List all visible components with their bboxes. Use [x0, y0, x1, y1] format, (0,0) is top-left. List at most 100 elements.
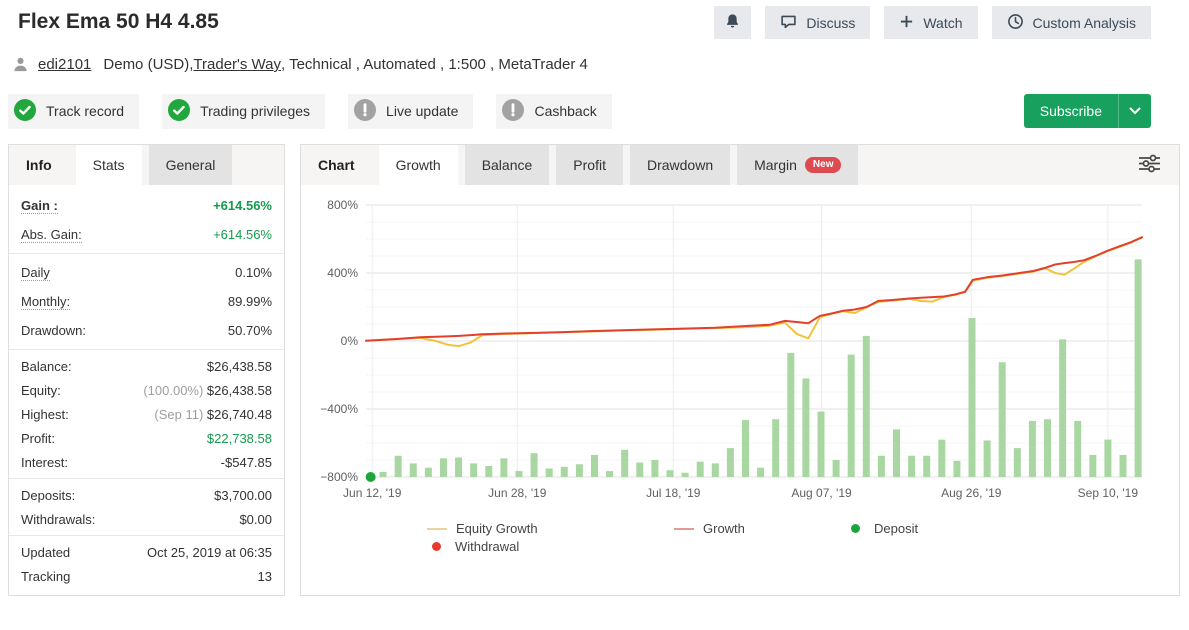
badge-track-record: Track record — [8, 93, 140, 129]
x-axis-tick-label: Aug 26, '19 — [941, 486, 1002, 500]
activity-bar — [545, 468, 553, 477]
clock-icon — [1007, 13, 1024, 33]
series-growth — [365, 236, 1143, 342]
activity-bar — [953, 460, 961, 477]
sliders-icon — [1138, 154, 1161, 176]
activity-bar — [726, 448, 734, 477]
stat-row-drawdown: Drawdown: 50.70% — [21, 316, 272, 345]
bell-icon — [724, 13, 741, 33]
watch-label: Watch — [923, 14, 963, 31]
tab-chart-panel-balance[interactable]: Balance — [464, 145, 550, 185]
stats-list: Gain : +614.56% Abs. Gain: +614.56% Daily 0.1… — [9, 185, 284, 592]
discuss-button[interactable]: Discuss — [765, 6, 871, 39]
page-title: Flex Ema 50 H4 4.85 — [18, 10, 219, 33]
series-equity-growth — [365, 236, 1143, 348]
activity-bar — [1119, 454, 1127, 477]
activity-bar — [696, 461, 704, 477]
exclamation-circle-icon — [502, 98, 525, 124]
stat-group: Balance: $26,438.58 Equity: (100.00%) $26,4… — [9, 349, 284, 478]
broker-link[interactable]: Trader's Way — [193, 56, 282, 73]
stat-row-tracking: Tracking 13 — [21, 564, 272, 588]
activity-bar — [983, 440, 991, 477]
activity-bar — [802, 378, 810, 477]
subscribe-dropdown-button[interactable] — [1118, 94, 1151, 128]
stat-label: Drawdown: — [21, 323, 87, 338]
watch-button[interactable]: Watch — [884, 6, 978, 39]
activity-bar — [832, 460, 840, 477]
stat-value: 13 — [257, 568, 272, 584]
username-link[interactable]: edi2101 — [38, 56, 92, 73]
activity-bar — [590, 454, 598, 477]
tab-label: Chart — [318, 157, 355, 173]
activity-bar — [485, 465, 493, 477]
top-bar: Flex Ema 50 H4 4.85 Discuss Watch — [0, 0, 1189, 39]
stat-value: (100.00%) $26,438.58 — [143, 382, 272, 398]
stats-panel-tabs: Info Stats General — [9, 145, 284, 185]
activity-bar — [817, 411, 825, 477]
user-avatar-icon — [12, 56, 29, 73]
notifications-button[interactable] — [714, 6, 752, 39]
activity-bar — [409, 463, 417, 477]
tab-chart-panel-profit[interactable]: Profit — [556, 145, 623, 185]
legend-dot-swatch — [851, 524, 860, 533]
marker-deposit — [365, 472, 376, 482]
activity-bar — [1104, 439, 1112, 477]
tab-chart-panel-chart[interactable]: Chart — [301, 145, 372, 185]
tab-stats-panel-general[interactable]: General — [148, 145, 233, 185]
tab-chart-panel-growth[interactable]: Growth — [378, 145, 458, 185]
x-axis-tick-label: Jun 12, '19 — [343, 486, 402, 500]
stat-label: Highest: — [21, 406, 69, 422]
discuss-label: Discuss — [806, 14, 856, 31]
activity-bar — [530, 453, 538, 477]
badge-label: Cashback — [534, 103, 597, 119]
stat-value: Oct 25, 2019 at 06:35 — [146, 544, 272, 560]
growth-chart-svg[interactable]: 800% 400% 0% −400% −800% Jun 12, '19 Jun 28, '… — [304, 191, 1176, 515]
chart-settings-button[interactable] — [1138, 145, 1161, 185]
activity-bar — [938, 439, 946, 477]
stat-group: Daily 0.10% Monthly: 89.99% Drawdown: 50.70% — [9, 253, 284, 349]
stat-label: Interest: — [21, 454, 68, 470]
activity-bar — [711, 463, 719, 477]
activity-bar — [923, 455, 931, 477]
badge-label: Track record — [46, 103, 125, 119]
tab-label: Profit — [573, 157, 606, 173]
stat-row-monthly: Monthly: 89.99% — [21, 287, 272, 316]
activity-bar — [560, 466, 568, 477]
badges-container: Track record Trading privileges Live updat… — [8, 93, 635, 129]
activity-bar — [575, 464, 583, 477]
chat-icon — [780, 13, 797, 33]
tab-label: Info — [26, 157, 52, 173]
exclamation-circle-icon — [354, 98, 377, 124]
custom-analysis-button[interactable]: Custom Analysis — [991, 6, 1151, 39]
stat-value-note: (100.00%) — [143, 382, 207, 398]
growth-chart[interactable]: 800% 400% 0% −400% −800% Jun 12, '19 Jun 28, '… — [304, 191, 1179, 520]
badge-trading-privileges: Trading privileges — [162, 93, 326, 129]
stat-row-equity: Equity: (100.00%) $26,438.58 — [21, 378, 272, 402]
activity-bar — [455, 457, 463, 477]
activity-bar — [1074, 420, 1082, 477]
y-axis-tick-label: 0% — [341, 334, 359, 348]
stat-row-abs-gain: Abs. Gain: +614.56% — [21, 220, 272, 249]
stat-label: Equity: — [21, 382, 61, 398]
new-badge: New — [804, 157, 842, 173]
activity-bar — [1134, 259, 1142, 477]
chart-legend: Equity Growth Growth Deposit Withdrawal — [427, 520, 1179, 555]
legend-label: Deposit — [874, 521, 919, 536]
tab-chart-panel-drawdown[interactable]: Drawdown — [629, 145, 731, 185]
x-axis-tick-label: Sep 10, '19 — [1078, 486, 1139, 500]
activity-bar — [424, 467, 432, 477]
subscribe-button[interactable]: Subscribe — [1023, 94, 1118, 128]
tab-label: General — [165, 157, 216, 173]
stat-value: $0.00 — [239, 511, 272, 527]
tab-stats-panel-stats[interactable]: Stats — [75, 145, 142, 185]
x-axis-tick-label: Jul 18, '19 — [646, 486, 701, 500]
y-axis-tick-label: −400% — [320, 402, 358, 416]
stat-value: 50.70% — [227, 323, 272, 338]
x-axis-tick-label: Jun 28, '19 — [488, 486, 547, 500]
stat-value-note: (Sep 11) — [154, 406, 207, 422]
y-axis-tick-label: −800% — [320, 470, 358, 484]
tab-chart-panel-margin[interactable]: Margin New — [737, 145, 859, 185]
activity-bar — [651, 460, 659, 477]
activity-bar — [1089, 454, 1097, 477]
tab-stats-panel-info[interactable]: Info — [9, 145, 69, 185]
